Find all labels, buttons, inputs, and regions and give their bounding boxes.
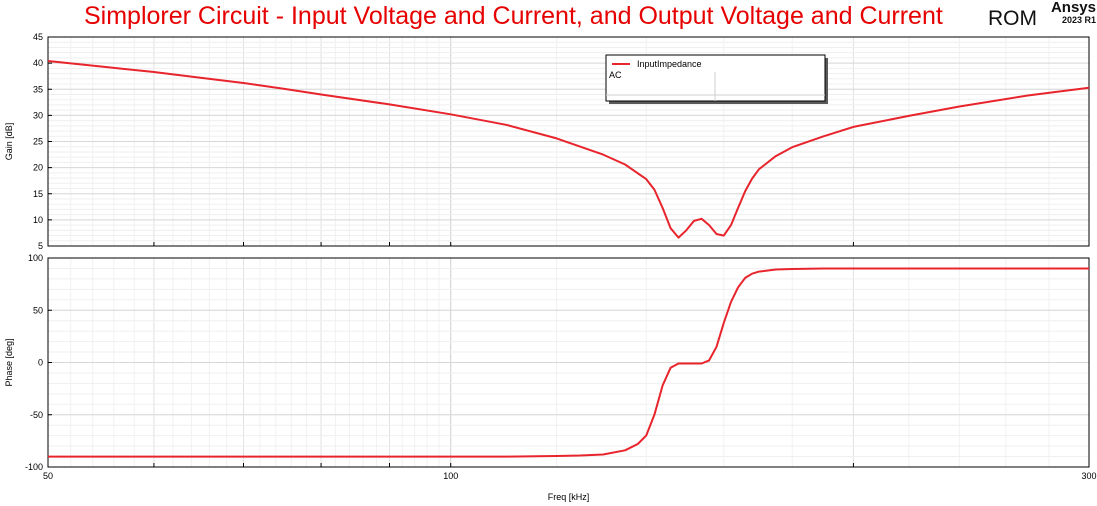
phase-ytick-label: 100 <box>28 253 43 263</box>
phase-ytick-label: -50 <box>30 410 43 420</box>
phase-xtick-label: 300 <box>1081 471 1096 481</box>
phase-ytick-label: 50 <box>33 305 43 315</box>
gain-plot: 5 10 15 20 25 30 35 40 45 Gain [dB] <box>4 32 1090 251</box>
legend-entry-label: InputImpedance <box>637 59 702 69</box>
gain-ytick-label: 40 <box>33 58 43 68</box>
gain-ytick-label: 25 <box>33 137 43 147</box>
gain-ytick-label: 35 <box>33 84 43 94</box>
phase-xtick-label: 50 <box>43 471 53 481</box>
gain-ytick-label: 15 <box>33 189 43 199</box>
ansys-logo-version: 2023 R1 <box>1061 15 1096 25</box>
ansys-logo: Ansys 2023 R1 <box>1046 0 1096 25</box>
legend-sub-label: AC <box>609 70 622 80</box>
gain-frame <box>47 36 1090 247</box>
page-title: Simplorer Circuit - Input Voltage and Cu… <box>84 2 943 30</box>
phase-xlabel: Freq [kHz] <box>548 492 590 502</box>
phase-plot: -100 -50 0 50 100 Phase [deg] 50 100 300 Freq [kH… <box>4 253 1097 502</box>
phase-frame <box>47 257 1090 468</box>
phase-ytick-label: -100 <box>25 462 43 472</box>
gain-ytick-label: 10 <box>33 215 43 225</box>
phase-ytick-label: 0 <box>38 358 43 368</box>
ansys-logo-brand: Ansys <box>1050 0 1096 16</box>
legend[interactable]: InputImpedance AC <box>605 54 828 104</box>
phase-ylabel: Phase [deg] <box>4 338 14 386</box>
gain-series-line[interactable] <box>47 60 1090 239</box>
gain-ytick-label: 30 <box>33 110 43 120</box>
gain-ytick-label: 45 <box>33 32 43 42</box>
gain-ytick-label: 5 <box>38 241 43 251</box>
phase-xtick-label: 100 <box>443 471 458 481</box>
rom-label: ROM <box>988 7 1037 30</box>
phase-series-line[interactable] <box>48 267 1089 458</box>
gain-ytick-label: 20 <box>33 163 43 173</box>
gain-ylabel: Gain [dB] <box>4 123 14 161</box>
